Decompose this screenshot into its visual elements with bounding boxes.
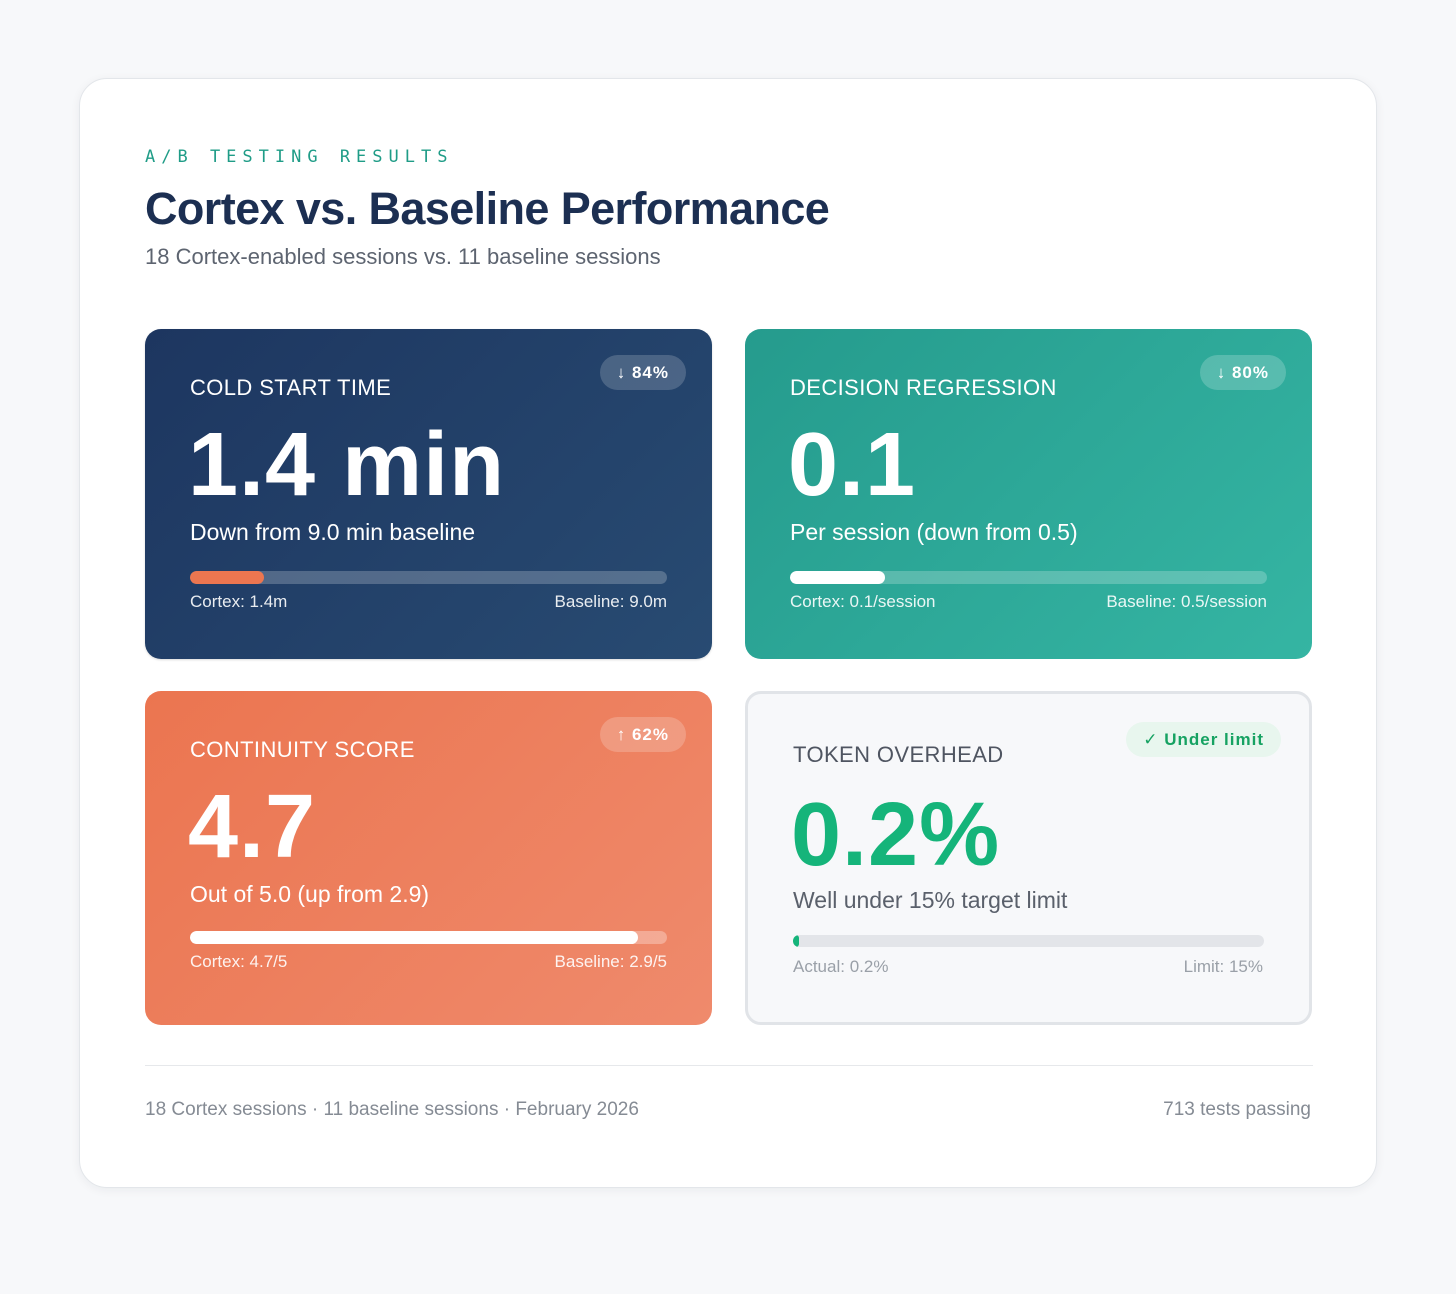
metric-card-decision-regression: ↓ 80% DECISION REGRESSION 0.1 Per sessio… (745, 329, 1312, 659)
metric-label: CONTINUITY SCORE (190, 737, 415, 762)
caption-limit: Limit: 15% (1183, 957, 1263, 976)
page-subtitle: 18 Cortex-enabled sessions vs. 11 baseli… (145, 244, 661, 269)
change-badge: ↓ 80% (1199, 355, 1286, 390)
metric-value: 0.2% (791, 785, 1001, 885)
progress-fill (793, 935, 800, 947)
progress-track (190, 931, 667, 944)
page-title: Cortex vs. Baseline Performance (145, 183, 830, 234)
change-badge: ↓ 84% (599, 355, 686, 390)
metric-description: Out of 5.0 (up from 2.9) (190, 881, 430, 907)
metric-label: TOKEN OVERHEAD (793, 742, 1004, 767)
caption-cortex: Cortex: 4.7/5 (190, 952, 288, 971)
progress-track (190, 571, 667, 584)
metric-card-cold-start: ↓ 84% COLD START TIME 1.4 min Down from … (145, 329, 712, 659)
metric-value: 0.1 (788, 415, 917, 515)
eyebrow-label: A/B TESTING RESULTS (145, 147, 454, 167)
caption-baseline: Baseline: 0.5/session (1106, 592, 1267, 611)
metric-label: COLD START TIME (190, 375, 392, 400)
change-badge: ↑ 62% (599, 717, 686, 752)
metric-label: DECISION REGRESSION (790, 375, 1057, 400)
caption-actual: Actual: 0.2% (793, 957, 889, 976)
metric-card-token-overhead: ✓ Under limit TOKEN OVERHEAD 0.2% Well u… (745, 691, 1312, 1025)
caption-baseline: Baseline: 9.0m (554, 592, 667, 611)
footer-tests-count: 713 tests passing (1163, 1099, 1311, 1120)
metric-value: 1.4 min (188, 415, 506, 515)
footer-summary: 18 Cortex sessions · 11 baseline session… (145, 1099, 639, 1120)
progress-track (790, 571, 1267, 584)
progress-fill (790, 571, 886, 584)
results-panel: A/B TESTING RESULTS Cortex vs. Baseline … (79, 78, 1377, 1188)
progress-fill (190, 931, 639, 944)
caption-cortex: Cortex: 1.4m (190, 592, 288, 611)
metric-description: Down from 9.0 min baseline (190, 519, 476, 545)
metric-description: Well under 15% target limit (793, 887, 1068, 913)
caption-cortex: Cortex: 0.1/session (790, 592, 936, 611)
caption-baseline: Baseline: 2.9/5 (554, 952, 667, 971)
footer-divider (145, 1065, 1313, 1066)
progress-fill (190, 571, 265, 584)
progress-track (793, 935, 1264, 947)
metric-value: 4.7 (188, 777, 317, 877)
status-badge: ✓ Under limit (1126, 722, 1281, 757)
metric-card-continuity-score: ↑ 62% CONTINUITY SCORE 4.7 Out of 5.0 (u… (145, 691, 712, 1025)
metric-description: Per session (down from 0.5) (790, 519, 1078, 545)
